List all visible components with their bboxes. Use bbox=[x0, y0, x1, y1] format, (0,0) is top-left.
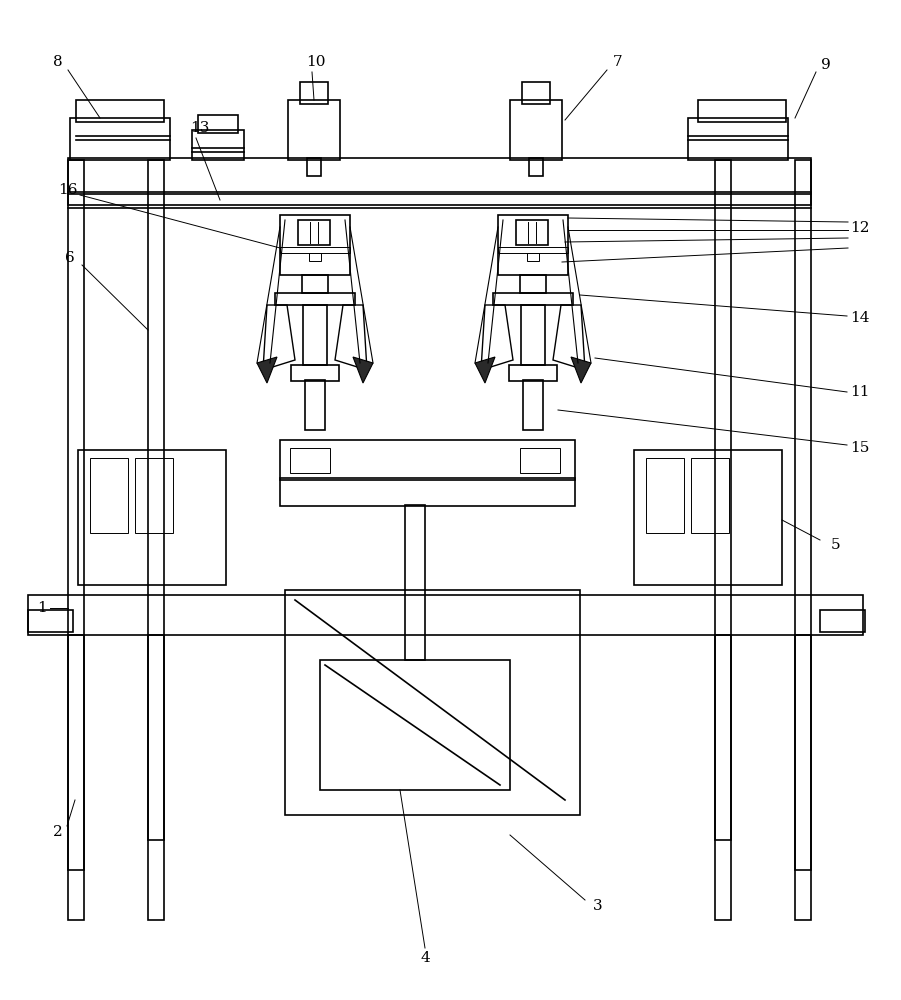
Bar bbox=[198, 115, 238, 133]
Text: 7: 7 bbox=[614, 55, 623, 69]
Bar bbox=[715, 160, 731, 840]
Bar bbox=[688, 118, 788, 160]
Bar bbox=[795, 635, 811, 920]
Bar bbox=[68, 160, 84, 870]
Bar bbox=[498, 247, 568, 253]
Bar bbox=[516, 220, 548, 245]
Bar bbox=[522, 82, 550, 104]
Bar bbox=[520, 448, 560, 473]
Bar bbox=[305, 380, 325, 430]
Bar bbox=[303, 305, 327, 365]
Text: 14: 14 bbox=[851, 311, 869, 325]
Bar bbox=[715, 635, 731, 920]
Bar bbox=[280, 247, 350, 253]
Bar bbox=[68, 635, 84, 920]
Text: 1: 1 bbox=[37, 601, 47, 615]
Text: 12: 12 bbox=[851, 221, 869, 235]
Bar bbox=[275, 293, 355, 305]
Bar bbox=[285, 590, 580, 815]
Text: 10: 10 bbox=[306, 55, 326, 69]
Bar bbox=[493, 293, 573, 305]
Bar bbox=[320, 660, 510, 790]
Bar bbox=[290, 448, 330, 473]
Bar bbox=[510, 100, 562, 160]
Bar bbox=[298, 220, 330, 245]
Bar bbox=[309, 253, 321, 261]
Polygon shape bbox=[257, 357, 277, 383]
Text: 16: 16 bbox=[59, 183, 77, 197]
Text: 9: 9 bbox=[821, 58, 831, 72]
Bar bbox=[529, 158, 543, 176]
Bar bbox=[698, 100, 786, 122]
Bar bbox=[527, 253, 539, 261]
Bar bbox=[634, 450, 782, 585]
Polygon shape bbox=[475, 357, 495, 383]
Bar bbox=[76, 100, 164, 122]
Bar bbox=[820, 610, 865, 632]
Bar bbox=[148, 160, 164, 840]
Bar bbox=[280, 440, 575, 480]
Bar bbox=[691, 458, 729, 533]
Text: 2: 2 bbox=[53, 825, 63, 839]
Text: 3: 3 bbox=[593, 899, 603, 913]
Bar bbox=[135, 458, 173, 533]
Bar bbox=[521, 305, 545, 365]
Bar bbox=[291, 365, 339, 381]
Bar bbox=[192, 130, 244, 160]
Text: 4: 4 bbox=[420, 951, 430, 965]
Bar bbox=[70, 118, 170, 160]
Bar bbox=[68, 192, 811, 205]
Bar bbox=[28, 595, 863, 635]
Bar bbox=[300, 82, 328, 104]
Bar bbox=[68, 158, 811, 194]
Text: 11: 11 bbox=[851, 385, 869, 399]
Text: 5: 5 bbox=[832, 538, 841, 552]
Bar bbox=[90, 458, 128, 533]
Polygon shape bbox=[571, 357, 591, 383]
Text: 6: 6 bbox=[65, 251, 75, 265]
Bar bbox=[498, 215, 568, 275]
Bar bbox=[307, 158, 321, 176]
Bar bbox=[646, 458, 684, 533]
Bar bbox=[302, 275, 328, 293]
Text: 15: 15 bbox=[851, 441, 869, 455]
Bar bbox=[520, 275, 546, 293]
Bar bbox=[288, 100, 340, 160]
Bar bbox=[795, 160, 811, 870]
Bar bbox=[405, 505, 425, 660]
Bar bbox=[280, 215, 350, 275]
Bar bbox=[509, 365, 557, 381]
Bar bbox=[148, 635, 164, 920]
Text: 13: 13 bbox=[190, 121, 210, 135]
Bar bbox=[280, 478, 575, 506]
Bar bbox=[28, 610, 73, 632]
Bar bbox=[523, 380, 543, 430]
Polygon shape bbox=[353, 357, 373, 383]
Bar bbox=[78, 450, 226, 585]
Text: 8: 8 bbox=[53, 55, 63, 69]
